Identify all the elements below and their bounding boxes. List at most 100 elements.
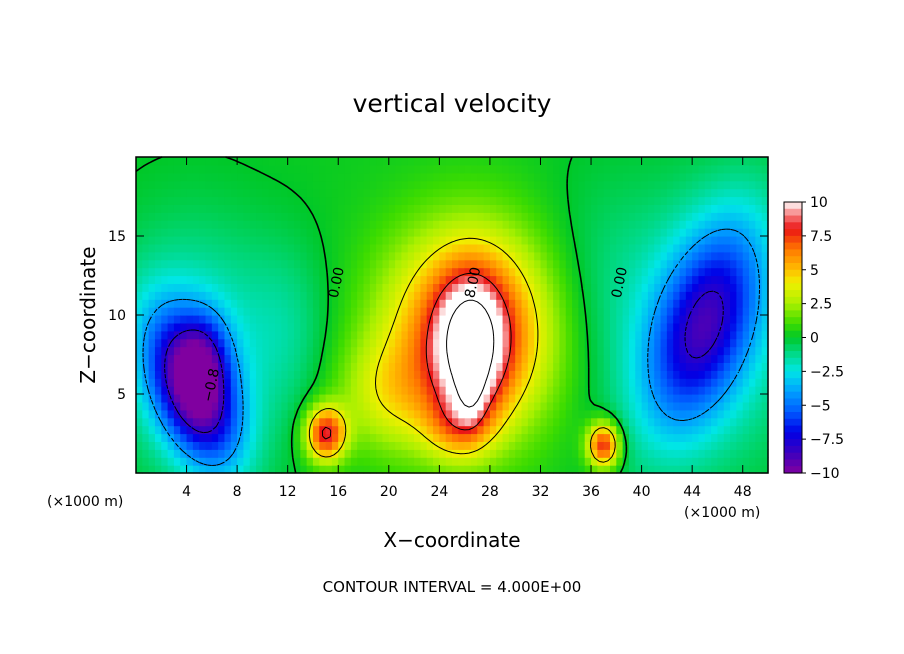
heatmap-cell: [243, 362, 251, 371]
heatmap-cell: [148, 425, 156, 435]
heatmap-cell: [458, 251, 466, 261]
heatmap-cell: [616, 236, 624, 245]
heatmap-cell: [306, 457, 314, 466]
heatmap-cell: [761, 394, 769, 403]
heatmap-cell: [357, 164, 365, 174]
heatmap-cell: [489, 457, 497, 466]
heatmap-cell: [452, 299, 459, 308]
heatmap-cell: [515, 409, 523, 419]
heatmap-cell: [717, 196, 725, 205]
heatmap-cell: [344, 259, 352, 269]
heatmap-cell: [692, 212, 700, 221]
heatmap-cell: [717, 212, 725, 221]
heatmap-cell: [186, 204, 194, 213]
heatmap-cell: [350, 417, 358, 427]
heatmap-cell: [635, 220, 643, 229]
heatmap-cell: [268, 433, 276, 442]
heatmap-cell: [711, 386, 719, 395]
heatmap-cell: [275, 212, 282, 221]
heatmap-cell: [572, 315, 579, 324]
heatmap-cell: [433, 315, 440, 324]
heatmap-cell: [749, 220, 756, 229]
heatmap-cell: [319, 220, 327, 229]
heatmap-cell: [230, 243, 238, 253]
heatmap-cell: [211, 362, 219, 371]
heatmap-cell: [376, 164, 384, 174]
heatmap-cell: [597, 315, 605, 324]
heatmap-cell: [673, 283, 681, 292]
heatmap-cell: [660, 236, 668, 245]
heatmap-cell: [344, 188, 352, 198]
heatmap-cell: [654, 322, 662, 332]
heatmap-cell: [647, 157, 655, 166]
heatmap-cell: [584, 172, 592, 182]
heatmap-cell: [350, 251, 358, 261]
heatmap-cell: [723, 409, 731, 419]
heatmap-cell: [275, 283, 282, 292]
heatmap-cell: [572, 157, 579, 166]
heatmap-cell: [458, 354, 466, 363]
heatmap-cell: [685, 299, 693, 308]
heatmap-cell: [584, 330, 592, 340]
heatmap-cell: [647, 267, 655, 277]
heatmap-cell: [325, 386, 333, 395]
heatmap-cell: [249, 204, 257, 213]
heatmap-cell: [464, 370, 472, 379]
heatmap-cell: [199, 322, 207, 332]
heatmap-cell: [673, 346, 681, 356]
heatmap-cell: [698, 275, 706, 284]
heatmap-cell: [591, 212, 598, 221]
heatmap-cell: [154, 425, 162, 435]
colorbar-swatch: [784, 425, 802, 433]
heatmap-cell: [673, 378, 681, 387]
heatmap-cell: [344, 299, 352, 308]
heatmap-cell: [414, 172, 421, 182]
heatmap-cell: [275, 425, 282, 435]
heatmap-cell: [452, 251, 459, 261]
heatmap-cell: [660, 457, 668, 466]
heatmap-cell: [660, 433, 668, 442]
heatmap-cell: [136, 251, 143, 261]
heatmap-cell: [319, 449, 327, 458]
heatmap-cell: [553, 386, 561, 395]
heatmap-cell: [167, 283, 175, 292]
heatmap-cell: [148, 172, 156, 182]
heatmap-cell: [534, 228, 542, 237]
heatmap-cell: [376, 243, 384, 253]
heatmap-cell: [224, 394, 232, 403]
heatmap-cell: [300, 157, 308, 166]
heatmap-cell: [553, 441, 561, 450]
heatmap-cell: [338, 433, 346, 442]
heatmap-cell: [186, 283, 194, 292]
heatmap-cell: [350, 275, 358, 284]
heatmap-cell: [306, 172, 314, 182]
heatmap-cell: [692, 425, 700, 435]
heatmap-cell: [199, 449, 207, 458]
heatmap-cell: [692, 465, 700, 474]
heatmap-cell: [148, 283, 156, 292]
heatmap-cell: [294, 315, 301, 324]
heatmap-cell: [281, 322, 289, 332]
heatmap-cell: [376, 251, 384, 261]
heatmap-cell: [445, 251, 453, 261]
heatmap-cell: [268, 267, 276, 277]
heatmap-cell: [742, 172, 750, 182]
heatmap-cell: [388, 220, 396, 229]
heatmap-cell: [363, 401, 371, 411]
heatmap-cell: [230, 465, 238, 474]
heatmap-cell: [730, 283, 737, 292]
y-tick-label: 5: [117, 387, 126, 403]
heatmap-cell: [698, 425, 706, 435]
heatmap-cell: [186, 417, 194, 427]
heatmap-cell: [338, 449, 346, 458]
heatmap-cell: [452, 386, 459, 395]
heatmap-cell: [565, 220, 573, 229]
heatmap-cell: [249, 346, 257, 356]
heatmap-cell: [458, 196, 466, 205]
heatmap-cell: [565, 275, 573, 284]
heatmap-cell: [294, 172, 301, 182]
heatmap-cell: [376, 315, 384, 324]
heatmap-cell: [749, 236, 756, 245]
heatmap-cell: [458, 220, 466, 229]
heatmap-cell: [407, 196, 415, 205]
